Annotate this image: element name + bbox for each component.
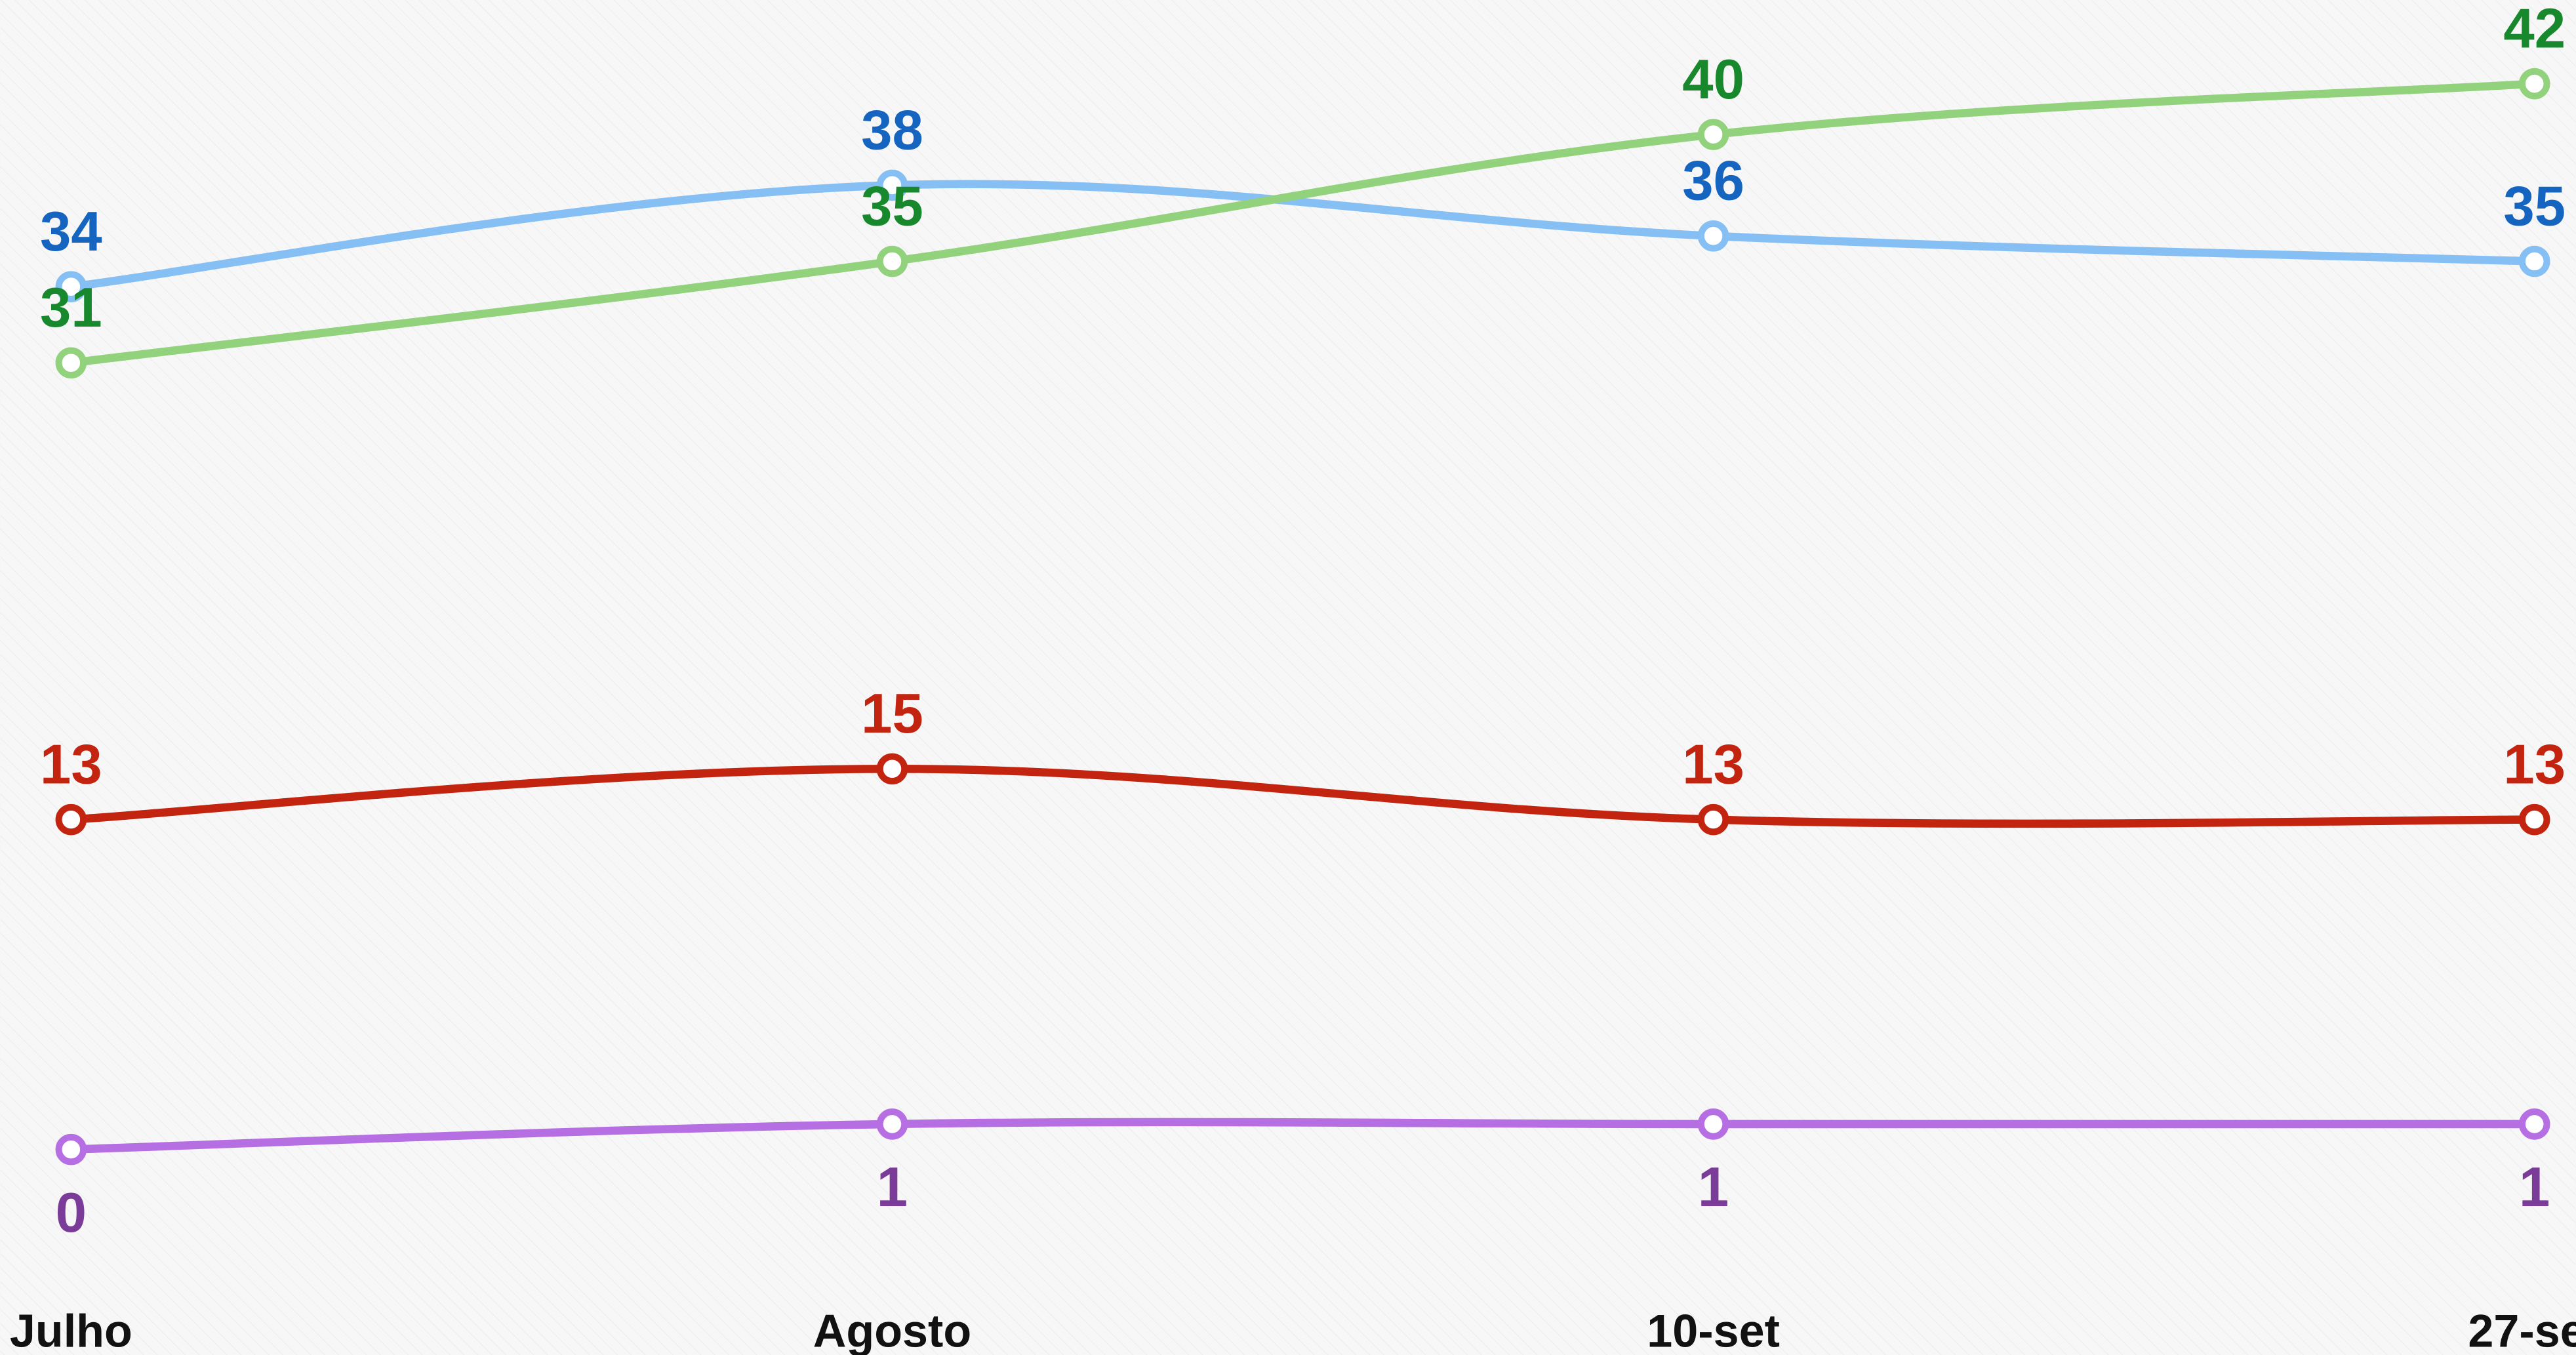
data-point <box>1697 803 1729 836</box>
data-label: 35 <box>861 175 923 237</box>
data-point <box>55 1133 87 1165</box>
plot-area: Julho Agosto 10-set 27-set 34 38 36 35 31 35 40 42 1… <box>10 0 2576 1355</box>
x-tick-label: 27-set <box>2468 1305 2576 1355</box>
data-label: 42 <box>2503 0 2566 60</box>
data-label: 0 <box>56 1182 87 1244</box>
data-point <box>1697 1108 1729 1140</box>
data-point <box>876 245 908 277</box>
x-tick-label: 10-set <box>1647 1305 1780 1355</box>
data-label: 1 <box>2519 1156 2550 1219</box>
data-point <box>876 1108 908 1140</box>
data-label: 31 <box>40 277 102 339</box>
data-label: 36 <box>1682 150 1744 212</box>
data-label: 1 <box>877 1156 908 1219</box>
series-line <box>67 79 2539 367</box>
data-point <box>876 169 908 201</box>
data-point <box>2518 245 2550 277</box>
data-point <box>876 753 908 785</box>
data-label: 34 <box>40 201 102 263</box>
data-label: 13 <box>40 734 102 796</box>
data-label: 1 <box>1698 1156 1729 1219</box>
data-point <box>2518 803 2550 836</box>
data-label: 40 <box>1682 49 1744 111</box>
data-point <box>2518 1108 2550 1140</box>
data-label: 38 <box>861 99 923 161</box>
data-point <box>55 803 87 836</box>
data-point <box>55 271 87 302</box>
data-label: 35 <box>2503 175 2566 237</box>
series-line <box>67 765 2539 828</box>
x-tick-label: Julho <box>10 1305 132 1355</box>
data-point <box>1697 119 1729 150</box>
data-label: 13 <box>2503 734 2566 796</box>
data-point <box>55 347 87 379</box>
data-point <box>1697 220 1729 252</box>
series-line <box>67 180 2539 291</box>
x-tick-label: Agosto <box>813 1305 971 1355</box>
series-line <box>67 1118 2539 1154</box>
data-label: 15 <box>861 683 923 745</box>
data-point <box>2518 68 2550 100</box>
data-label: 13 <box>1682 734 1744 796</box>
